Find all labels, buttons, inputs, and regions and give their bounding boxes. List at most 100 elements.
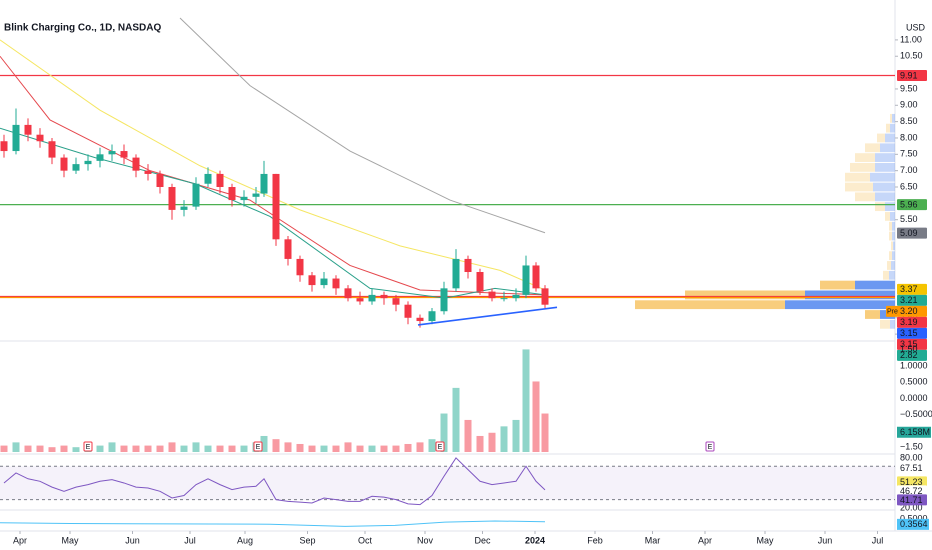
y2-tick-label: 0.0000: [900, 393, 928, 403]
x-tick-label: Nov: [417, 535, 434, 545]
volume-bar: [24, 445, 32, 452]
volume-bar: [96, 445, 104, 452]
volume-bar: [12, 442, 20, 452]
price-tag: [897, 349, 927, 361]
profile-down: [892, 113, 895, 123]
profile-up: [880, 319, 890, 329]
volume-bar: [488, 432, 496, 452]
earnings-label: E: [86, 444, 91, 451]
earnings-marker: [435, 441, 445, 452]
volume-tag: [897, 426, 931, 438]
profile-up: [850, 162, 875, 172]
volume-bar: [522, 349, 530, 452]
volume-bar: [36, 445, 44, 452]
x-tick-label: May: [756, 535, 774, 545]
volume-bar: [452, 387, 460, 452]
profile-down: [890, 212, 895, 221]
x-tick-label: Jun: [125, 535, 140, 545]
volume-bar: [0, 445, 8, 452]
candle-body: [440, 288, 448, 312]
volume-bar: [541, 413, 549, 452]
candle-body: [228, 187, 236, 201]
profile-up: [685, 290, 805, 300]
candle-body: [168, 187, 176, 210]
profile-up: [889, 251, 892, 261]
volume-bar: [500, 426, 508, 452]
x-tick-label: Dec: [474, 535, 491, 545]
price-tag: [897, 476, 927, 488]
volume-bar: [272, 439, 280, 452]
volume-bar: [48, 447, 56, 452]
candle-body: [320, 278, 328, 286]
candle-body: [380, 294, 388, 299]
candle-body: [522, 265, 530, 295]
price-tag: [897, 338, 927, 350]
profile-up: [845, 172, 870, 182]
profile-up: [865, 143, 880, 153]
volume-bar: [72, 447, 80, 452]
volume-bar: [192, 442, 200, 452]
y2-tick-label: 1.0000: [900, 360, 928, 370]
volume-bar: [296, 443, 304, 452]
volume-tag-label: 6.158M: [900, 427, 930, 437]
volume-bar: [392, 445, 400, 452]
y-tick-label: 10.50: [900, 51, 923, 61]
candle-body: [156, 173, 164, 188]
profile-down: [873, 182, 895, 192]
profile-up: [855, 192, 875, 202]
x-tick-label: Apr: [13, 535, 27, 545]
candle-body: [368, 294, 376, 302]
price-tag-label: 5.96: [900, 200, 918, 210]
y-tick-label: 5.50: [900, 214, 918, 224]
profile-down: [880, 143, 895, 153]
profile-down: [870, 172, 895, 182]
y-tick-label: 20.00: [900, 502, 923, 512]
profile-up: [635, 300, 785, 310]
price-tag-label: 3.21: [900, 295, 918, 305]
candle-body: [180, 206, 188, 210]
price-tag-label: 3.15: [900, 328, 918, 338]
profile-down: [885, 133, 895, 143]
volume-bar: [260, 435, 268, 452]
x-tick-label: Feb: [587, 535, 603, 545]
volume-bar: [228, 445, 236, 452]
y2-tick-label: 1.50: [900, 344, 918, 354]
volume-bar: [320, 445, 328, 452]
y-tick-label: 8.50: [900, 116, 918, 126]
volume-bar: [156, 445, 164, 452]
x-tick-label: Mar: [645, 535, 661, 545]
earnings-marker: [705, 441, 715, 452]
volume-bar: [240, 445, 248, 452]
price-tag: [897, 462, 927, 474]
profile-down: [892, 231, 895, 241]
candle-body: [24, 124, 32, 135]
x-tick-label: Sep: [299, 535, 315, 545]
price-tag: [897, 305, 927, 317]
x-tick-label: Jun: [818, 535, 833, 545]
profile-up: [855, 153, 875, 162]
price-tag-label: 5.09: [900, 228, 918, 238]
candle-body: [252, 193, 260, 197]
volume-bar: [440, 413, 448, 452]
candle-body: [144, 170, 152, 174]
volume-bar: [108, 442, 116, 452]
volume-bar: [356, 445, 364, 452]
candle-body: [192, 183, 200, 207]
moving-average: [0, 127, 546, 299]
volume-bar: [428, 439, 436, 452]
price-tag-label: 3.20: [900, 306, 918, 316]
price-tag: [897, 283, 927, 295]
candle-body: [240, 196, 248, 201]
candle-body: [60, 157, 68, 171]
price-tag: [897, 227, 927, 239]
candle-body: [476, 272, 484, 292]
profile-up: [865, 310, 880, 319]
candle-body: [541, 288, 549, 305]
volume-bar: [144, 445, 152, 452]
x-tick-label: Jul: [184, 535, 196, 545]
earnings-label: E: [708, 444, 713, 451]
moving-average: [179, 17, 546, 234]
price-tag: [897, 316, 927, 328]
candle-body: [344, 288, 352, 299]
y-tick-label: 7.00: [900, 165, 918, 175]
